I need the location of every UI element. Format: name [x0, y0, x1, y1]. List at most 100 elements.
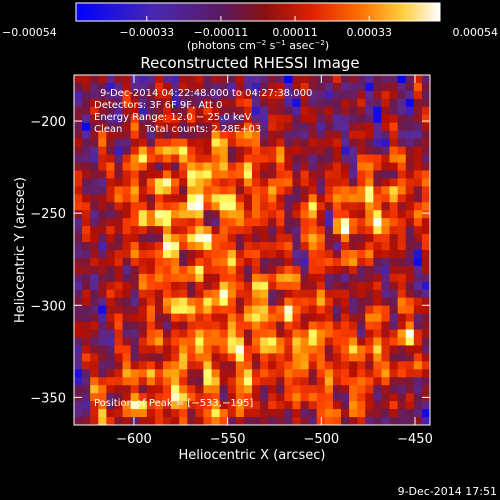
- heatmap-cell: [146, 234, 156, 243]
- heatmap-cell: [82, 194, 91, 203]
- heatmap-cell: [284, 273, 293, 283]
- heatmap-cell: [130, 82, 140, 92]
- heatmap-cell: [292, 361, 301, 370]
- heatmap-cell: [211, 226, 221, 235]
- heatmap-cell: [227, 122, 237, 132]
- heatmap-cell: [163, 273, 172, 283]
- heatmap-cell: [243, 353, 253, 362]
- heatmap-cell: [106, 170, 115, 179]
- heatmap-cell: [324, 186, 334, 195]
- heatmap-cell: [146, 218, 156, 227]
- heatmap-cell: [195, 337, 204, 346]
- heatmap-cell: [349, 353, 358, 362]
- heatmap-cell: [227, 361, 237, 370]
- heatmap-cell: [187, 130, 196, 140]
- heatmap-cell: [252, 75, 261, 84]
- heatmap-cell: [211, 377, 221, 386]
- heatmap-cell: [260, 417, 269, 426]
- heatmap-cell: [365, 138, 374, 147]
- heatmap-cell: [98, 75, 107, 84]
- heatmap-cell: [252, 337, 261, 346]
- heatmap-cell: [203, 353, 212, 362]
- heatmap-cell: [130, 122, 140, 132]
- heatmap-cell: [397, 170, 407, 179]
- heatmap-cell: [122, 409, 132, 418]
- heatmap-cell: [397, 361, 407, 370]
- heatmap-cell: [154, 337, 164, 346]
- heatmap-cell: [187, 353, 196, 362]
- heatmap-cell: [82, 305, 91, 315]
- heatmap-cell: [421, 289, 431, 299]
- heatmap-cell: [98, 297, 107, 307]
- heatmap-cell: [122, 170, 132, 179]
- heatmap-cell: [227, 289, 237, 299]
- heatmap-cell: [179, 242, 188, 251]
- heatmap-cell: [171, 329, 180, 338]
- heatmap-cell: [138, 313, 148, 322]
- heatmap-cell: [98, 106, 107, 116]
- heatmap-cell: [146, 321, 156, 330]
- heatmap-cell: [268, 377, 277, 386]
- heatmap-cell: [389, 313, 399, 322]
- heatmap-cell: [171, 257, 180, 267]
- heatmap-cell: [163, 265, 172, 275]
- heatmap-cell: [243, 114, 253, 124]
- heatmap-cell: [405, 265, 415, 275]
- heatmap-cell: [154, 226, 164, 235]
- heatmap-cell: [106, 361, 115, 370]
- heatmap-cell: [122, 114, 132, 124]
- heatmap-cell: [130, 329, 140, 338]
- heatmap-cell: [154, 146, 164, 155]
- heatmap-cell: [235, 178, 245, 187]
- heatmap-cell: [211, 417, 221, 426]
- heatmap-cell: [268, 361, 277, 370]
- heatmap-cell: [373, 297, 382, 307]
- heatmap-cell: [122, 130, 132, 140]
- heatmap-cell: [276, 186, 285, 195]
- heatmap-cell: [405, 401, 415, 410]
- heatmap-cell: [381, 305, 390, 315]
- heatmap-cell: [171, 194, 180, 203]
- heatmap-cell: [276, 114, 285, 124]
- heatmap-cell: [243, 377, 253, 386]
- heatmap-cell: [276, 242, 285, 251]
- heatmap-cell: [357, 377, 366, 386]
- heatmap-cell: [203, 178, 212, 187]
- heatmap-cell: [130, 257, 140, 267]
- heatmap-cell: [341, 353, 350, 362]
- heatmap-cell: [235, 273, 245, 283]
- heatmap-cell: [252, 202, 261, 211]
- heatmap-cell: [74, 401, 83, 410]
- heatmap-cell: [82, 345, 91, 354]
- heatmap-cell: [98, 337, 107, 346]
- heatmap-cell: [389, 297, 399, 307]
- heatmap-cell: [203, 289, 212, 299]
- x-tick-label: −500: [303, 432, 339, 447]
- heatmap-cell: [332, 273, 342, 283]
- heatmap-cell: [130, 226, 140, 235]
- heatmap-cell: [243, 385, 253, 394]
- heatmap-cell: [146, 377, 156, 386]
- heatmap-cell: [171, 273, 180, 283]
- heatmap-cell: [235, 138, 245, 147]
- heatmap-cell: [284, 194, 293, 203]
- heatmap-cell: [316, 393, 326, 402]
- heatmap-cell: [373, 337, 382, 346]
- heatmap-cell: [421, 377, 431, 386]
- heatmap-cell: [187, 242, 196, 251]
- heatmap-cell: [397, 401, 407, 410]
- heatmap-cell: [195, 393, 204, 402]
- heatmap-cell: [405, 377, 415, 386]
- heatmap-cell: [154, 122, 164, 132]
- heatmap-cell: [332, 242, 342, 251]
- heatmap-cell: [357, 345, 366, 354]
- heatmap-cell: [405, 329, 415, 338]
- heatmap-cell: [122, 218, 132, 227]
- heatmap-cell: [276, 122, 285, 132]
- heatmap-cell: [324, 265, 334, 275]
- heatmap-cell: [421, 226, 431, 235]
- heatmap-cell: [98, 90, 107, 100]
- heatmap-cell: [421, 90, 431, 100]
- heatmap-cell: [122, 162, 132, 171]
- heatmap-cell: [292, 138, 301, 147]
